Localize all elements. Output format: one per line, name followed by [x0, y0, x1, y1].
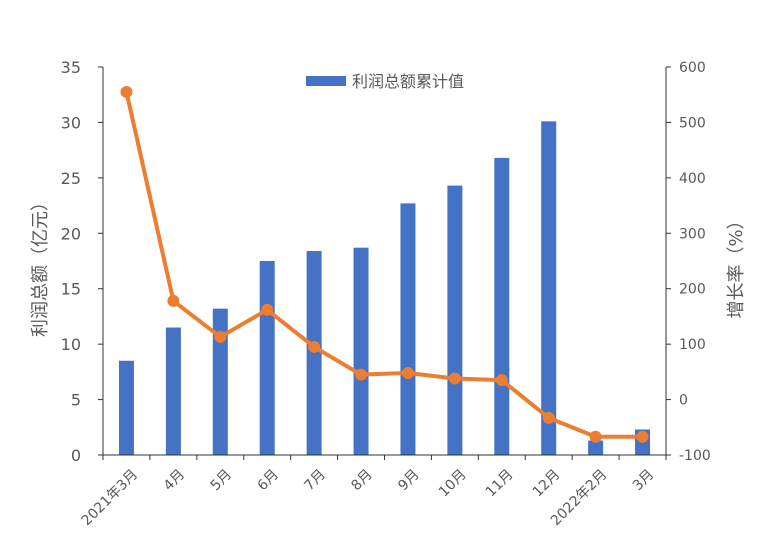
legend-swatch-bar	[306, 76, 346, 86]
line-point	[636, 430, 649, 443]
y2-axis-title: 增长率（%）	[726, 211, 747, 318]
bar	[212, 308, 228, 455]
line-point	[401, 366, 414, 379]
bar	[259, 261, 275, 455]
bar	[353, 247, 369, 455]
y-axis-title: 利润总额（亿元）	[30, 193, 51, 337]
bar	[118, 360, 134, 455]
bar	[306, 251, 322, 455]
axes	[102, 67, 667, 456]
line-point	[261, 303, 274, 316]
line-point	[167, 294, 180, 307]
growth-line	[124, 91, 643, 439]
left-tick-label: 20	[61, 224, 81, 243]
line-point	[495, 374, 508, 387]
right-tick-label: 300	[679, 226, 706, 242]
right-axis-ticks: -100 0 100 200 300 400 500 600	[666, 60, 711, 464]
bar	[494, 157, 510, 455]
bar	[400, 203, 416, 455]
x-tick-label: 10月	[436, 467, 470, 501]
x-tick-label: 11月	[483, 467, 517, 501]
x-tick-label: 3月	[630, 467, 658, 495]
left-tick-label: 15	[61, 280, 81, 299]
right-tick-label: 500	[679, 115, 706, 131]
right-tick-label: 100	[679, 337, 706, 353]
x-tick-label: 2021年3月	[79, 467, 142, 530]
right-tick-label: 200	[679, 282, 706, 298]
left-tick-label: 10	[61, 335, 81, 354]
line-point	[120, 85, 133, 98]
x-tick-label: 8月	[348, 467, 376, 495]
line-point	[448, 372, 461, 385]
line-point	[214, 330, 227, 343]
bar-series	[118, 121, 651, 456]
left-tick-label: 35	[61, 58, 81, 77]
x-tick-label: 7月	[301, 467, 329, 495]
left-tick-label: 0	[71, 446, 81, 465]
line-point	[308, 340, 321, 353]
left-tick-label: 30	[61, 113, 81, 132]
right-tick-label: 600	[679, 60, 706, 76]
legend: 利润总额累计值	[306, 72, 464, 91]
bar	[541, 121, 557, 455]
line-point	[542, 411, 555, 424]
x-tick-label: 5月	[208, 467, 236, 495]
left-tick-label: 25	[61, 169, 81, 188]
x-tick-label: 9月	[395, 467, 423, 495]
right-tick-label: 0	[679, 393, 688, 409]
legend-label-bar: 利润总额累计值	[352, 72, 464, 91]
line-point	[589, 430, 602, 443]
left-tick-label: 5	[71, 391, 81, 410]
line-series	[120, 85, 649, 443]
right-tick-label: 400	[679, 171, 706, 187]
bar	[447, 185, 463, 456]
x-tick-label: 12月	[530, 467, 564, 501]
line-point	[355, 368, 368, 381]
bar	[588, 440, 604, 455]
left-axis-ticks: 0 5 10 15 20 25 30 35	[61, 58, 103, 465]
right-tick-label: -100	[679, 448, 711, 464]
bar	[165, 327, 181, 455]
x-tick-label: 4月	[161, 467, 189, 495]
x-tick-label: 6月	[255, 467, 283, 495]
